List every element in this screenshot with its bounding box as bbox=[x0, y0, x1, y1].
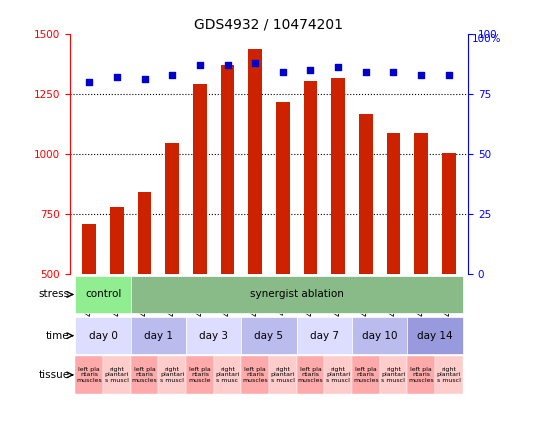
Text: left pla
ntaris
muscles: left pla ntaris muscles bbox=[298, 367, 323, 383]
Bar bbox=[442, 153, 456, 274]
Point bbox=[417, 71, 426, 78]
Text: day 7: day 7 bbox=[310, 331, 339, 341]
Bar bbox=[138, 192, 152, 274]
Point bbox=[140, 76, 149, 83]
Bar bbox=[75, 356, 103, 394]
Bar bbox=[380, 356, 407, 394]
Bar bbox=[110, 207, 124, 274]
Text: right
plantari
s muscl: right plantari s muscl bbox=[105, 367, 129, 383]
Bar bbox=[331, 78, 345, 274]
Bar bbox=[407, 317, 463, 354]
Text: time: time bbox=[46, 331, 69, 341]
Text: day 1: day 1 bbox=[144, 331, 173, 341]
Text: left pla
ntaris
muscles: left pla ntaris muscles bbox=[76, 367, 102, 383]
Text: left pla
ntaris
muscles: left pla ntaris muscles bbox=[408, 367, 434, 383]
Text: right
plantari
s muscl: right plantari s muscl bbox=[381, 367, 406, 383]
Bar bbox=[186, 317, 242, 354]
Bar bbox=[352, 356, 380, 394]
Text: control: control bbox=[85, 289, 121, 299]
Bar bbox=[352, 317, 407, 354]
Text: day 14: day 14 bbox=[417, 331, 452, 341]
Point bbox=[223, 62, 232, 69]
Text: tissue: tissue bbox=[38, 370, 69, 380]
Text: right
plantari
s muscl: right plantari s muscl bbox=[436, 367, 461, 383]
Text: left pla
ntaris
muscles: left pla ntaris muscles bbox=[132, 367, 158, 383]
Text: right
plantari
s muscl: right plantari s muscl bbox=[271, 367, 295, 383]
Point bbox=[362, 69, 370, 76]
Bar bbox=[435, 356, 463, 394]
Text: day 5: day 5 bbox=[254, 331, 284, 341]
Bar bbox=[214, 356, 242, 394]
Text: right
plantari
s muscl: right plantari s muscl bbox=[160, 367, 185, 383]
Text: synergist ablation: synergist ablation bbox=[250, 289, 344, 299]
Text: right
plantari
s musc: right plantari s musc bbox=[215, 367, 240, 383]
Point bbox=[306, 66, 315, 73]
Bar bbox=[82, 223, 96, 274]
Bar bbox=[386, 134, 400, 274]
Title: GDS4932 / 10474201: GDS4932 / 10474201 bbox=[195, 17, 343, 31]
Bar bbox=[158, 356, 186, 394]
Bar bbox=[303, 81, 317, 274]
Bar bbox=[414, 134, 428, 274]
Bar bbox=[407, 356, 435, 394]
Point bbox=[251, 59, 259, 66]
Bar bbox=[221, 65, 235, 274]
Bar bbox=[276, 102, 290, 274]
Bar bbox=[75, 276, 131, 313]
Bar bbox=[324, 356, 352, 394]
Point bbox=[334, 64, 342, 71]
Text: 100%: 100% bbox=[472, 34, 501, 44]
Point bbox=[85, 79, 94, 85]
Bar bbox=[131, 356, 158, 394]
Bar bbox=[186, 356, 214, 394]
Text: left pla
ntaris
muscle: left pla ntaris muscle bbox=[189, 367, 211, 383]
Bar bbox=[242, 317, 296, 354]
Point bbox=[444, 71, 453, 78]
Point bbox=[389, 69, 398, 76]
Text: right
plantari
s muscl: right plantari s muscl bbox=[326, 367, 350, 383]
Bar bbox=[165, 143, 179, 274]
Bar bbox=[242, 356, 269, 394]
Text: day 10: day 10 bbox=[362, 331, 398, 341]
Bar bbox=[131, 276, 463, 313]
Point bbox=[168, 71, 176, 78]
Text: left pla
ntaris
muscles: left pla ntaris muscles bbox=[242, 367, 268, 383]
Bar bbox=[193, 84, 207, 274]
Text: day 3: day 3 bbox=[199, 331, 228, 341]
Point bbox=[112, 74, 121, 80]
Bar bbox=[359, 114, 373, 274]
Bar bbox=[296, 356, 324, 394]
Bar bbox=[269, 356, 296, 394]
Bar bbox=[248, 49, 262, 274]
Text: stress: stress bbox=[38, 289, 69, 299]
Bar bbox=[75, 317, 131, 354]
Point bbox=[279, 69, 287, 76]
Bar bbox=[131, 317, 186, 354]
Bar bbox=[296, 317, 352, 354]
Bar bbox=[103, 356, 131, 394]
Point bbox=[196, 62, 204, 69]
Text: left pla
ntaris
muscles: left pla ntaris muscles bbox=[353, 367, 379, 383]
Text: day 0: day 0 bbox=[89, 331, 118, 341]
